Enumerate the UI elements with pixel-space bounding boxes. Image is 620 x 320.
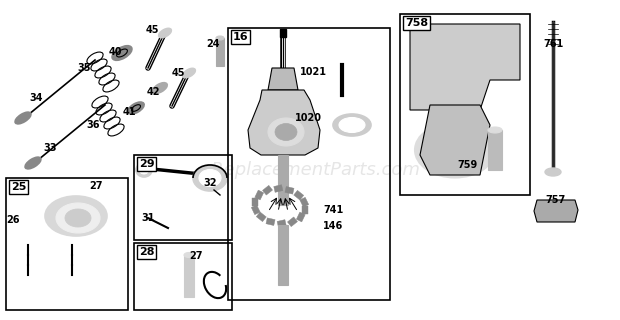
Text: 757: 757 xyxy=(546,195,566,205)
Text: 36: 36 xyxy=(86,120,100,130)
Text: 761: 761 xyxy=(543,39,563,49)
Bar xyxy=(6,178,128,310)
Text: 29: 29 xyxy=(139,159,154,169)
Text: 27: 27 xyxy=(89,181,103,191)
Bar xyxy=(274,185,283,192)
Ellipse shape xyxy=(153,83,167,93)
Text: 41: 41 xyxy=(122,107,136,117)
Text: 28: 28 xyxy=(139,247,154,257)
Text: 45: 45 xyxy=(145,25,159,35)
Text: 16: 16 xyxy=(233,32,249,42)
Text: 42: 42 xyxy=(146,87,160,97)
Ellipse shape xyxy=(426,130,484,170)
Text: 34: 34 xyxy=(29,93,43,103)
Bar xyxy=(262,185,273,195)
Bar xyxy=(285,187,294,194)
Bar xyxy=(296,212,305,222)
Ellipse shape xyxy=(56,203,100,233)
Bar xyxy=(134,155,232,240)
Ellipse shape xyxy=(128,102,144,114)
Bar xyxy=(216,38,224,66)
Ellipse shape xyxy=(140,166,149,174)
Ellipse shape xyxy=(333,114,371,136)
Bar xyxy=(488,130,502,170)
Ellipse shape xyxy=(199,170,221,187)
Text: 31: 31 xyxy=(141,213,155,223)
Ellipse shape xyxy=(25,157,41,169)
Text: 40: 40 xyxy=(108,47,122,57)
Text: 35: 35 xyxy=(78,63,91,73)
Bar xyxy=(278,155,288,205)
Bar xyxy=(255,190,264,200)
Bar xyxy=(277,220,286,227)
Bar xyxy=(302,206,308,214)
Ellipse shape xyxy=(434,135,476,165)
Ellipse shape xyxy=(112,46,132,60)
Text: 1021: 1021 xyxy=(299,67,327,77)
Text: 25: 25 xyxy=(11,182,27,192)
Bar xyxy=(252,198,258,206)
Text: 24: 24 xyxy=(206,39,219,49)
Ellipse shape xyxy=(159,28,171,38)
Text: 146: 146 xyxy=(323,221,343,231)
Text: 741: 741 xyxy=(323,205,343,215)
Ellipse shape xyxy=(184,252,194,258)
Ellipse shape xyxy=(339,117,365,132)
Bar xyxy=(266,218,275,226)
Bar xyxy=(280,29,286,37)
Ellipse shape xyxy=(45,196,107,236)
Text: 758: 758 xyxy=(405,18,428,28)
Polygon shape xyxy=(420,105,490,175)
Text: 759: 759 xyxy=(458,160,478,170)
Polygon shape xyxy=(410,24,520,110)
Text: 33: 33 xyxy=(43,143,57,153)
Bar xyxy=(228,28,390,300)
Text: 32: 32 xyxy=(203,178,217,188)
Polygon shape xyxy=(248,90,320,155)
Ellipse shape xyxy=(275,124,297,140)
Ellipse shape xyxy=(65,209,91,227)
Bar xyxy=(400,14,530,195)
Bar xyxy=(294,190,304,200)
Text: 45: 45 xyxy=(171,68,185,78)
Bar xyxy=(300,197,309,207)
Ellipse shape xyxy=(545,168,561,176)
Bar xyxy=(256,212,266,222)
Ellipse shape xyxy=(15,112,31,124)
Text: eReplacementParts.com: eReplacementParts.com xyxy=(200,161,420,179)
Text: 1020: 1020 xyxy=(294,113,322,123)
Ellipse shape xyxy=(193,165,227,191)
Bar xyxy=(134,243,232,310)
Ellipse shape xyxy=(183,68,195,78)
Text: 27: 27 xyxy=(189,251,203,261)
Ellipse shape xyxy=(136,163,152,177)
Ellipse shape xyxy=(415,123,495,178)
Ellipse shape xyxy=(216,36,224,40)
Bar xyxy=(251,205,260,215)
Polygon shape xyxy=(534,200,578,222)
Ellipse shape xyxy=(268,118,304,146)
Polygon shape xyxy=(268,68,298,90)
Bar xyxy=(278,225,288,285)
Text: 26: 26 xyxy=(6,215,20,225)
Bar xyxy=(184,255,194,297)
Bar xyxy=(288,217,298,227)
Ellipse shape xyxy=(488,127,502,133)
